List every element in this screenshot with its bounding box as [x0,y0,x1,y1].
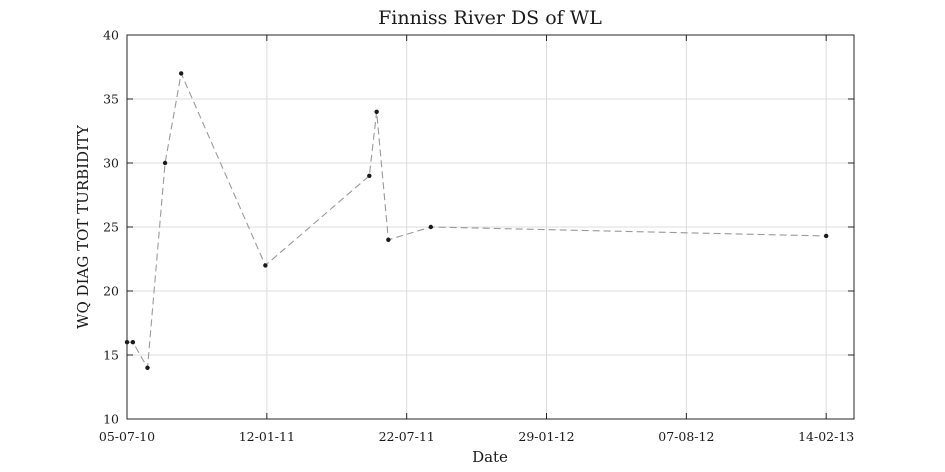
x-tick-label: 29-01-12 [518,429,574,444]
y-tick-label: 20 [103,284,119,299]
grid [126,34,854,420]
series-line [127,71,827,370]
y-tick-label: 10 [103,412,119,427]
chart-title: Finniss River DS of WL [378,7,602,29]
y-tick-label: 40 [103,28,119,43]
series-layer [124,71,829,370]
data-point [145,365,150,370]
x-tick-label: 22-07-11 [379,429,435,444]
x-tick-label: 07-08-12 [658,429,714,444]
data-point [178,71,184,76]
data-point [130,340,136,345]
x-tick-label: 12-01-11 [239,429,295,444]
data-point [367,173,372,178]
y-tick-label: 35 [103,92,119,107]
data-point [428,224,434,230]
data-point [823,233,829,239]
axis-ticks: 05-07-10 12-01-11 22-07-11 29-01-12 07-08-12… [99,28,854,445]
data-point [263,263,268,268]
data-point [386,237,391,242]
x-axis-label: Date [472,448,508,466]
y-tick-label: 25 [103,220,119,235]
data-point [374,109,379,115]
y-tick-label: 15 [103,348,119,363]
x-tick-label: 14-02-13 [798,429,854,444]
y-axis-label: WQ DIAG TOT TURBIDITY [74,124,92,329]
y-tick-label: 30 [103,156,119,171]
x-tick-label: 05-07-10 [99,429,155,444]
data-point [162,160,168,166]
